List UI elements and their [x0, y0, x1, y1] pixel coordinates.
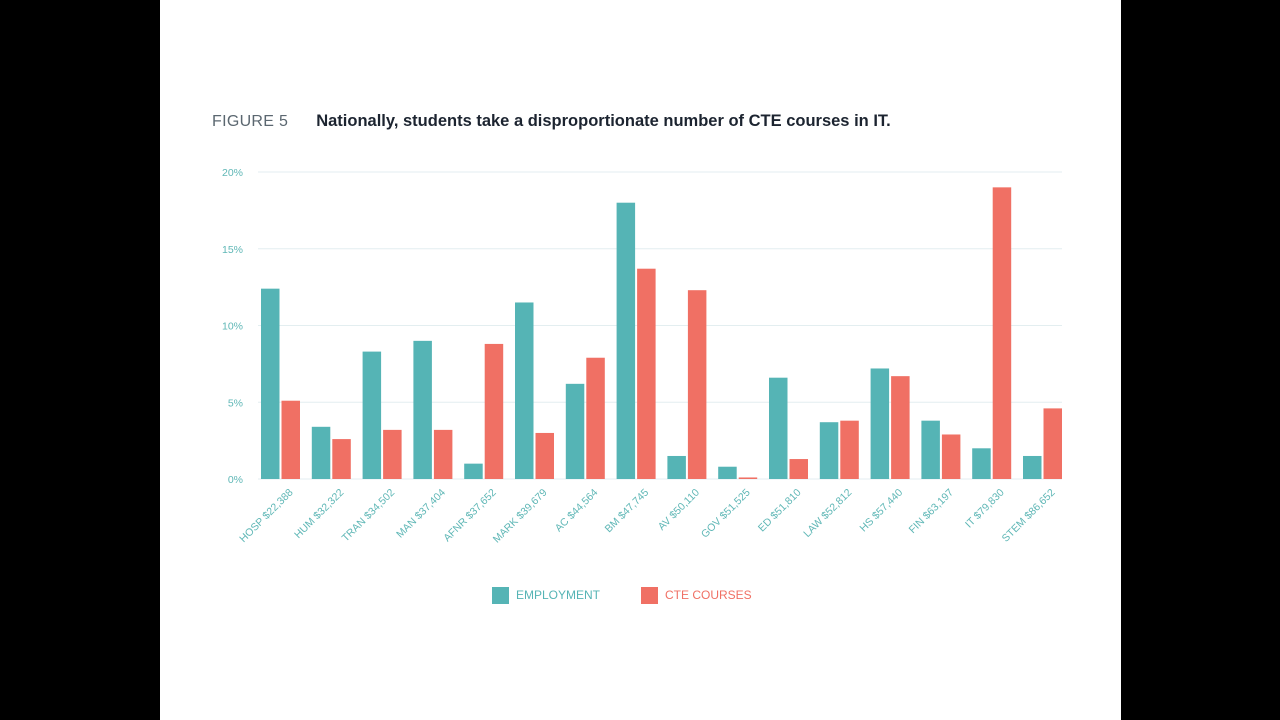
cte-courses-bar — [891, 376, 910, 479]
employment-bar — [819, 422, 839, 479]
x-category-label: GOV $51,525 — [699, 487, 753, 541]
x-category-label: ED $51,810 — [756, 487, 804, 535]
cte-courses-bar — [586, 357, 605, 479]
x-category-label: HOSP $22,388 — [237, 487, 295, 545]
cte-courses-bar — [1043, 408, 1062, 479]
employment-bar — [261, 288, 280, 479]
employment-bar — [515, 302, 534, 479]
cte-courses-bar — [332, 439, 351, 479]
x-category-label: MAN $37,404 — [394, 487, 448, 541]
x-category-label: FIN $63,197 — [907, 487, 956, 536]
employment-bar — [565, 383, 585, 479]
y-tick-label: 10% — [222, 321, 243, 333]
employment-bar — [616, 202, 636, 479]
employment-bar — [667, 455, 686, 479]
employment-bar — [464, 463, 483, 479]
x-category-label: HUM $32,322 — [292, 487, 346, 541]
cte-courses-bar — [433, 429, 453, 479]
cte-courses-bar — [738, 477, 758, 479]
employment-bar — [921, 420, 940, 479]
cte-courses-bar — [484, 343, 504, 479]
x-category-label: HS $57,440 — [858, 487, 906, 535]
y-tick-label: 20% — [222, 167, 243, 179]
x-category-label: BM $47,745 — [603, 487, 652, 536]
x-category-label: AV $50,110 — [656, 487, 702, 533]
x-category-label: AC $44,564 — [553, 487, 601, 535]
employment-bar — [972, 448, 991, 479]
legend-employment-label: EMPLOYMENT — [516, 588, 601, 602]
x-category-label: LAW $52,812 — [801, 487, 854, 540]
cte-courses-bar — [535, 432, 554, 479]
employment-bar — [1023, 455, 1042, 479]
employment-bar — [413, 340, 432, 479]
cte-courses-bar — [687, 290, 707, 479]
cte-courses-bar — [281, 400, 300, 479]
x-category-label: MARK $39,679 — [491, 487, 550, 546]
x-category-label: STEM $86,652 — [1000, 487, 1058, 545]
x-category-label: AFNR $37,652 — [441, 487, 499, 545]
employment-bar — [769, 377, 788, 479]
cte-courses-bar — [789, 459, 808, 479]
cte-courses-bar — [383, 429, 402, 479]
figure-header: FIGURE 5 Nationally, students take a dis… — [212, 112, 891, 136]
y-tick-label: 15% — [222, 244, 243, 256]
employment-bar — [718, 466, 737, 479]
employment-bar — [362, 351, 382, 479]
y-tick-label: 0% — [228, 474, 243, 486]
cte-courses-bar — [992, 187, 1012, 479]
legend-cte-courses-label: CTE COURSES — [665, 588, 752, 602]
employment-bar — [870, 368, 890, 479]
x-category-label: IT $79,830 — [963, 487, 1007, 531]
figure-label: FIGURE 5 — [212, 113, 289, 130]
cte-courses-bar — [840, 420, 859, 479]
x-category-label: TRAN $34,502 — [340, 487, 398, 545]
legend-cte-courses-swatch — [641, 587, 658, 604]
legend-employment-swatch — [492, 587, 509, 604]
cte-courses-bar — [941, 434, 961, 479]
employment-bar — [311, 426, 331, 479]
figure-title: Nationally, students take a disproportio… — [316, 112, 891, 130]
y-tick-label: 5% — [228, 397, 243, 409]
cte-courses-bar — [637, 268, 656, 479]
